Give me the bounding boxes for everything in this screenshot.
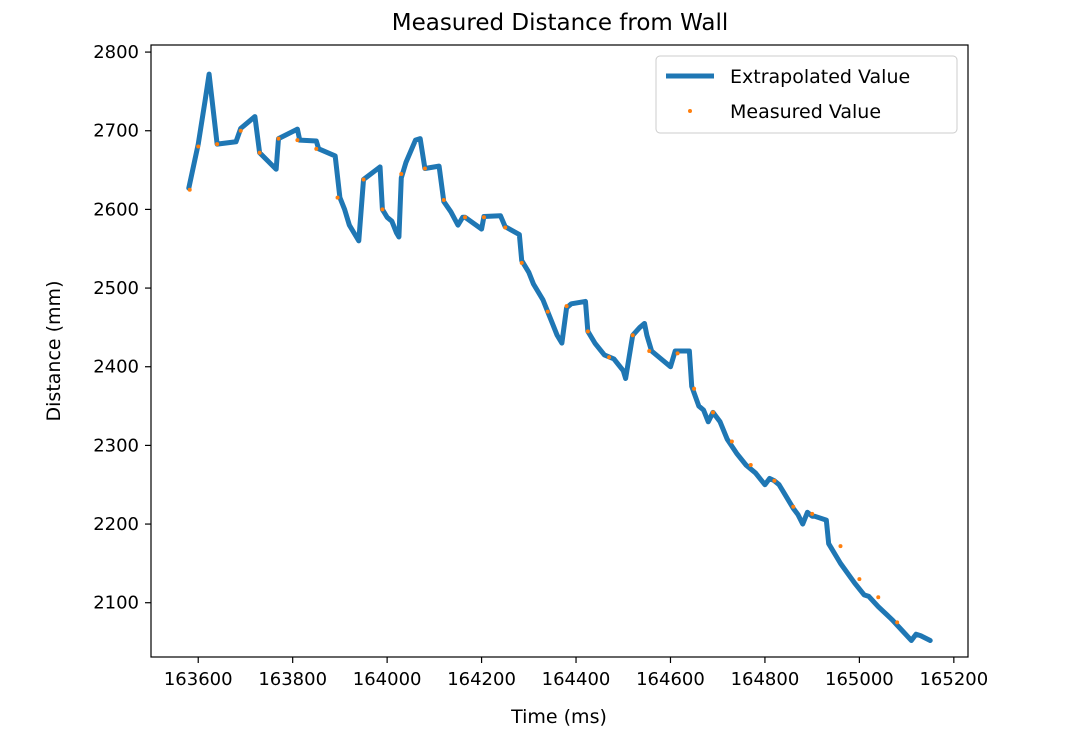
measured-value-point bbox=[647, 349, 652, 353]
measured-value-point bbox=[876, 595, 881, 600]
measured-value-point bbox=[810, 511, 815, 516]
plot-area bbox=[186, 71, 933, 643]
measured-value-point bbox=[503, 225, 508, 230]
y-axis: 2100 2200 2300 2400 2500 2600 2700 2800 bbox=[93, 42, 151, 614]
measured-value-point bbox=[463, 215, 468, 220]
x-tick-label: 164000 bbox=[353, 669, 422, 690]
measured-value-point bbox=[748, 463, 753, 468]
plot-frame bbox=[150, 44, 969, 658]
legend-point-swatch bbox=[688, 109, 692, 113]
measured-value-point bbox=[607, 355, 612, 360]
y-axis-label: Distance (mm) bbox=[43, 281, 65, 422]
measured-value-point bbox=[519, 260, 524, 265]
y-tick-label: 2700 bbox=[93, 121, 139, 142]
y-tick-label: 2800 bbox=[93, 42, 139, 63]
measured-value-point bbox=[838, 544, 843, 549]
measured-value-point bbox=[380, 207, 385, 212]
x-tick-label: 164200 bbox=[447, 669, 516, 690]
measured-value-point bbox=[857, 577, 862, 582]
measured-value-point bbox=[772, 478, 777, 483]
measured-value-point bbox=[729, 439, 734, 444]
measured-value-point bbox=[314, 146, 319, 151]
measured-value-point bbox=[585, 329, 590, 334]
y-tick-label: 2500 bbox=[93, 278, 139, 299]
series-line-extrapolated-value bbox=[186, 71, 933, 643]
measured-value-point bbox=[215, 142, 220, 147]
series-layer bbox=[186, 71, 933, 643]
measured-value-point bbox=[692, 386, 697, 391]
measured-value-point bbox=[399, 172, 404, 177]
legend-entry-measured: Measured Value bbox=[730, 101, 881, 123]
legend: Extrapolated Value Measured Value bbox=[655, 55, 958, 134]
y-tick-label: 2100 bbox=[93, 593, 139, 614]
x-axis-label: Time (ms) bbox=[510, 706, 607, 728]
x-tick-label: 164400 bbox=[542, 669, 611, 690]
measured-value-point bbox=[238, 128, 243, 133]
y-tick-label: 2400 bbox=[93, 357, 139, 378]
measured-value-point bbox=[257, 150, 262, 155]
chart-title: Measured Distance from Wall bbox=[392, 10, 729, 36]
measured-value-point bbox=[295, 138, 300, 143]
measured-value-point bbox=[481, 215, 486, 220]
measured-value-point bbox=[710, 410, 715, 415]
x-tick-label: 163800 bbox=[258, 669, 327, 690]
measured-value-point bbox=[895, 620, 900, 625]
measured-value-point bbox=[630, 333, 635, 338]
measured-value-point bbox=[564, 304, 569, 309]
measured-value-point bbox=[545, 309, 550, 314]
x-axis: 163600 163800 164000 164200 164400 164600 1648… bbox=[164, 657, 988, 690]
measured-value-point bbox=[361, 177, 366, 182]
legend-entry-extrapolated: Extrapolated Value bbox=[730, 66, 910, 88]
measured-value-point bbox=[422, 166, 427, 171]
x-tick-label: 164800 bbox=[731, 669, 800, 690]
measured-value-point bbox=[791, 504, 796, 509]
y-tick-label: 2600 bbox=[93, 199, 139, 220]
x-tick-label: 163600 bbox=[164, 669, 233, 690]
measured-value-point bbox=[675, 351, 680, 356]
measured-value-point bbox=[276, 136, 281, 141]
legend-box bbox=[655, 55, 958, 134]
y-tick-label: 2200 bbox=[93, 514, 139, 535]
measured-value-point bbox=[441, 197, 446, 202]
measured-value-point bbox=[187, 187, 192, 192]
measured-value-point bbox=[196, 144, 201, 149]
x-tick-label: 164600 bbox=[636, 669, 705, 690]
y-tick-label: 2300 bbox=[93, 435, 139, 456]
x-tick-label: 165000 bbox=[825, 669, 894, 690]
x-tick-label: 165200 bbox=[919, 669, 988, 690]
measured-value-point bbox=[335, 195, 340, 200]
